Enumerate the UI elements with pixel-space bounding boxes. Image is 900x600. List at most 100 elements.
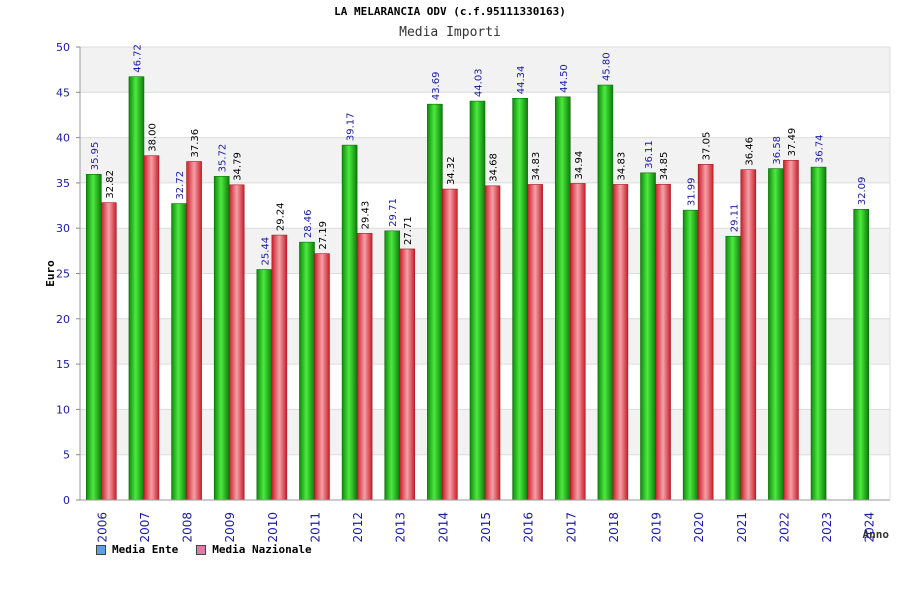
- data-label: 34.32: [446, 156, 457, 185]
- x-tick-label: 2014: [436, 512, 450, 543]
- x-tick-label: 2011: [308, 512, 322, 543]
- y-tick-label: 45: [56, 86, 70, 99]
- data-label: 29.43: [361, 201, 372, 230]
- x-tick-label: 2023: [820, 512, 834, 543]
- bar-media-ente: [640, 172, 656, 501]
- data-label: 43.69: [431, 72, 442, 101]
- data-label: 38.00: [147, 123, 158, 152]
- bar-media-nazionale: [143, 155, 160, 501]
- x-tick-label: 2013: [394, 512, 408, 543]
- data-label: 37.05: [702, 132, 713, 161]
- x-axis-title: Anno: [863, 528, 890, 541]
- y-tick-label: 50: [56, 41, 70, 54]
- data-label: 34.83: [616, 152, 627, 181]
- data-label: 45.80: [601, 52, 612, 81]
- y-tick-label: 40: [56, 132, 70, 145]
- data-label: 36.58: [772, 136, 783, 165]
- bar-media-ente: [725, 235, 742, 501]
- legend-item-media-ente: Media Ente: [96, 543, 178, 556]
- y-axis-title: Euro: [44, 260, 57, 287]
- bar-media-nazionale: [442, 188, 458, 501]
- x-tick-label: 2016: [522, 512, 536, 543]
- legend-label-media-nazionale: Media Nazionale: [212, 543, 312, 556]
- data-label: 44.34: [516, 66, 527, 95]
- data-label: 44.03: [474, 68, 485, 97]
- x-tick-label: 2017: [564, 512, 578, 543]
- chart-subtitle: Media Importi: [399, 25, 501, 40]
- x-tick-label: 2010: [266, 512, 280, 543]
- bar-media-ente: [554, 96, 571, 501]
- bar-media-ente: [597, 84, 614, 501]
- bar-media-ente: [853, 208, 869, 501]
- data-label: 36.46: [744, 137, 755, 166]
- y-tick-label: 20: [56, 313, 70, 326]
- data-label: 44.50: [559, 64, 570, 93]
- legend-swatch-media-ente: [96, 544, 106, 555]
- bar-media-nazionale: [697, 164, 714, 501]
- data-label: 35.95: [90, 142, 101, 171]
- x-tick-label: 2007: [138, 512, 152, 543]
- bar-media-nazionale: [484, 185, 501, 501]
- x-tick-label: 2024: [863, 512, 877, 543]
- data-label: 34.83: [531, 152, 542, 181]
- bar-media-nazionale: [569, 183, 586, 501]
- bar-media-ente: [213, 176, 230, 501]
- legend-swatch-media-nazionale: [196, 544, 207, 555]
- data-label: 36.74: [815, 134, 826, 163]
- bar-media-ente: [341, 144, 358, 501]
- x-tick-label: 2012: [351, 512, 365, 543]
- y-tick-label: 0: [63, 494, 70, 507]
- x-tick-label: 2008: [181, 512, 195, 543]
- y-tick-label: 35: [56, 177, 70, 190]
- y-tick-label: 30: [56, 222, 70, 235]
- bar-media-nazionale: [527, 184, 543, 501]
- data-label: 27.71: [403, 216, 414, 245]
- data-label: 34.79: [233, 152, 244, 181]
- bar-media-ente: [682, 209, 699, 501]
- bar-media-ente: [171, 203, 187, 501]
- data-label: 37.49: [787, 128, 798, 157]
- legend-label-media-ente: Media Ente: [112, 543, 179, 556]
- bar-media-ente: [768, 168, 784, 501]
- bar-media-nazionale: [228, 184, 245, 501]
- data-label: 29.24: [275, 202, 286, 231]
- grid-band: [80, 47, 890, 93]
- legend: Media Ente Media Nazionale: [96, 543, 312, 556]
- bar-media-nazionale: [740, 169, 757, 501]
- bar-media-ente: [427, 103, 443, 501]
- data-label: 34.68: [489, 153, 500, 182]
- bar-media-ente: [86, 173, 102, 501]
- x-tick-label: 2015: [479, 512, 493, 543]
- data-label: 35.72: [218, 144, 229, 173]
- x-tick-label: 2020: [692, 512, 706, 543]
- data-label: 32.09: [857, 177, 868, 206]
- data-label: 32.72: [175, 171, 186, 200]
- bar-media-nazionale: [399, 248, 416, 501]
- x-tick-label: 2022: [777, 512, 791, 543]
- data-label: 34.94: [574, 151, 585, 180]
- data-label: 31.99: [687, 178, 698, 207]
- data-label: 27.19: [318, 221, 329, 250]
- y-tick-label: 25: [56, 268, 70, 281]
- bar-media-nazionale: [612, 184, 629, 501]
- x-tick-label: 2021: [735, 512, 749, 543]
- data-label: 29.11: [729, 204, 740, 233]
- x-tick-label: 2009: [223, 512, 237, 543]
- data-label: 37.36: [190, 129, 201, 158]
- data-label: 46.72: [132, 44, 143, 73]
- bar-media-nazionale: [356, 233, 373, 501]
- legend-item-media-nazionale: Media Nazionale: [196, 543, 312, 556]
- bar-media-nazionale: [271, 234, 288, 501]
- bar-media-ente: [512, 97, 528, 501]
- chart-title: LA MELARANCIA ODV (c.f.95111330163): [334, 5, 566, 18]
- bar-media-ente: [128, 76, 145, 501]
- bar-media-nazionale: [314, 253, 330, 501]
- bar-media-ente: [256, 269, 273, 501]
- bar-media-ente: [810, 166, 827, 501]
- data-label: 32.82: [105, 170, 116, 199]
- data-label: 39.17: [346, 112, 357, 141]
- x-tick-label: 2018: [607, 512, 621, 543]
- data-label: 34.85: [659, 152, 670, 181]
- bar-media-ente: [469, 100, 486, 501]
